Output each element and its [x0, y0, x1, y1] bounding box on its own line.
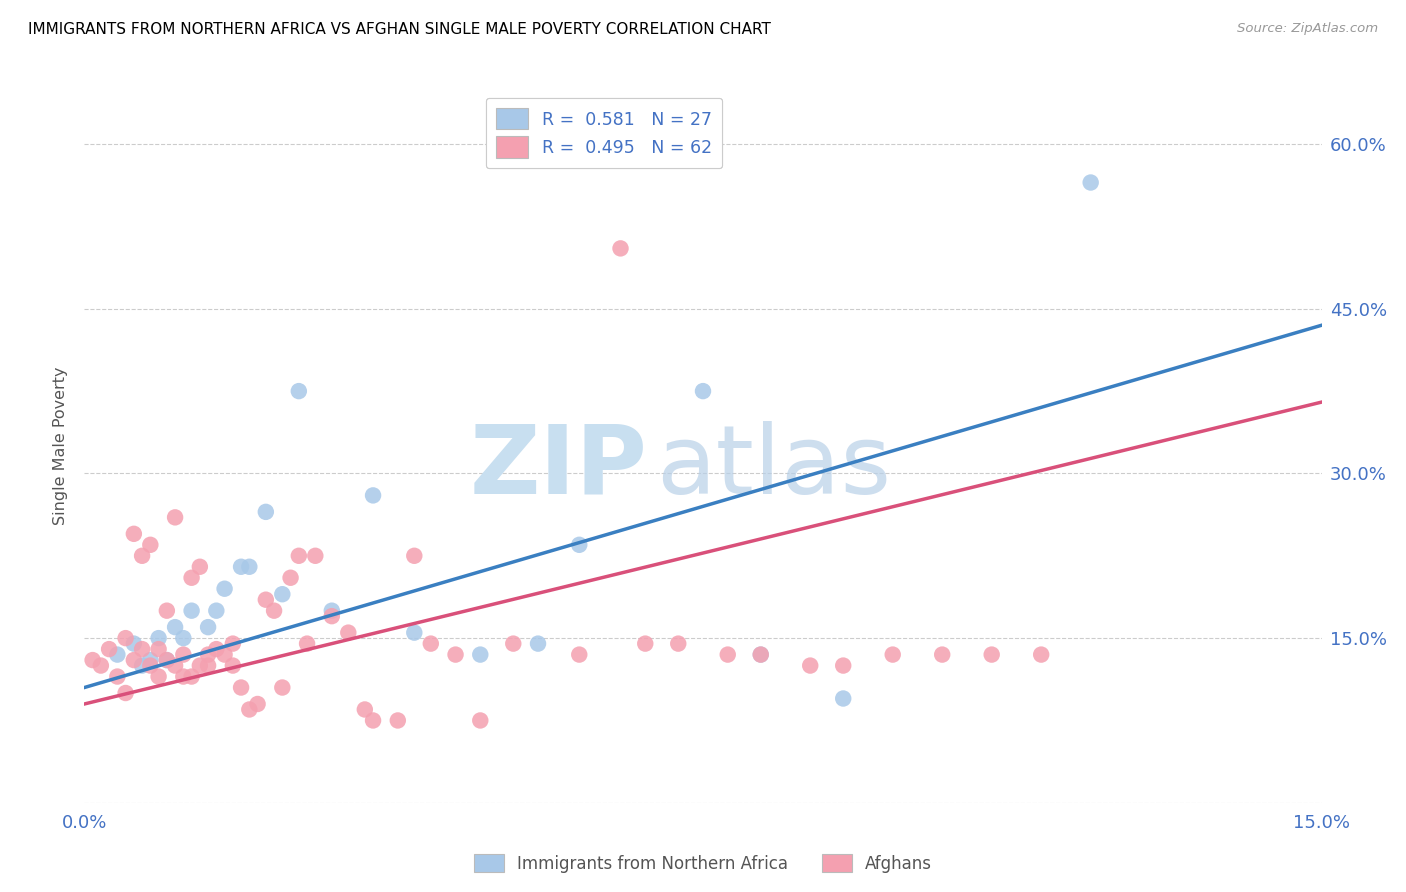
Point: [387, 714, 409, 728]
Point: [717, 648, 740, 662]
Text: IMMIGRANTS FROM NORTHERN AFRICA VS AFGHAN SINGLE MALE POVERTY CORRELATION CHART: IMMIGRANTS FROM NORTHERN AFRICA VS AFGHA…: [28, 22, 770, 37]
Point: [156, 604, 179, 618]
Point: [197, 648, 219, 662]
Point: [139, 653, 162, 667]
Point: [222, 637, 245, 651]
Text: Source: ZipAtlas.com: Source: ZipAtlas.com: [1237, 22, 1378, 36]
Point: [444, 648, 467, 662]
Point: [131, 658, 153, 673]
Point: [980, 648, 1002, 662]
Point: [882, 648, 904, 662]
Point: [156, 653, 179, 667]
Point: [238, 559, 260, 574]
Point: [361, 488, 384, 502]
Point: [246, 697, 269, 711]
Point: [122, 526, 145, 541]
Point: [1031, 648, 1053, 662]
Point: [271, 681, 294, 695]
Point: [799, 658, 821, 673]
Point: [222, 658, 245, 673]
Point: [353, 702, 375, 716]
Point: [321, 604, 343, 618]
Point: [197, 658, 219, 673]
Point: [470, 714, 492, 728]
Point: [172, 648, 194, 662]
Point: [404, 549, 426, 563]
Point: [568, 648, 591, 662]
Point: [527, 637, 550, 651]
Point: [156, 653, 179, 667]
Point: [180, 669, 202, 683]
Point: [197, 620, 219, 634]
Point: [749, 648, 772, 662]
Point: [470, 648, 492, 662]
Point: [295, 637, 318, 651]
Y-axis label: Single Male Poverty: Single Male Poverty: [53, 367, 69, 525]
Point: [98, 642, 121, 657]
Point: [271, 587, 294, 601]
Point: [165, 620, 187, 634]
Text: atlas: atlas: [657, 421, 891, 514]
Point: [666, 637, 689, 651]
Point: [568, 538, 591, 552]
Point: [139, 658, 162, 673]
Point: [214, 582, 236, 596]
Point: [139, 538, 162, 552]
Point: [361, 714, 384, 728]
Point: [304, 549, 326, 563]
Point: [188, 559, 211, 574]
Legend: R =  0.581   N = 27, R =  0.495   N = 62: R = 0.581 N = 27, R = 0.495 N = 62: [486, 98, 723, 168]
Point: [105, 669, 128, 683]
Point: [931, 648, 953, 662]
Point: [254, 592, 277, 607]
Point: [1080, 176, 1102, 190]
Point: [214, 648, 236, 662]
Point: [148, 642, 170, 657]
Point: [502, 637, 524, 651]
Point: [165, 658, 187, 673]
Point: [122, 653, 145, 667]
Point: [122, 637, 145, 651]
Point: [131, 549, 153, 563]
Point: [288, 549, 311, 563]
Point: [205, 604, 228, 618]
Point: [172, 631, 194, 645]
Point: [114, 686, 136, 700]
Point: [634, 637, 657, 651]
Point: [749, 648, 772, 662]
Point: [180, 604, 202, 618]
Point: [263, 604, 285, 618]
Point: [832, 658, 855, 673]
Point: [148, 631, 170, 645]
Point: [229, 681, 252, 695]
Point: [419, 637, 441, 651]
Legend: Immigrants from Northern Africa, Afghans: Immigrants from Northern Africa, Afghans: [467, 847, 939, 880]
Point: [114, 631, 136, 645]
Point: [609, 241, 631, 255]
Point: [832, 691, 855, 706]
Point: [148, 669, 170, 683]
Point: [188, 658, 211, 673]
Point: [238, 702, 260, 716]
Point: [82, 653, 104, 667]
Text: ZIP: ZIP: [470, 421, 647, 514]
Point: [180, 571, 202, 585]
Point: [131, 642, 153, 657]
Point: [404, 625, 426, 640]
Point: [165, 510, 187, 524]
Point: [280, 571, 302, 585]
Point: [229, 559, 252, 574]
Point: [692, 384, 714, 398]
Point: [172, 669, 194, 683]
Point: [321, 609, 343, 624]
Point: [337, 625, 360, 640]
Point: [254, 505, 277, 519]
Point: [90, 658, 112, 673]
Point: [205, 642, 228, 657]
Point: [105, 648, 128, 662]
Point: [288, 384, 311, 398]
